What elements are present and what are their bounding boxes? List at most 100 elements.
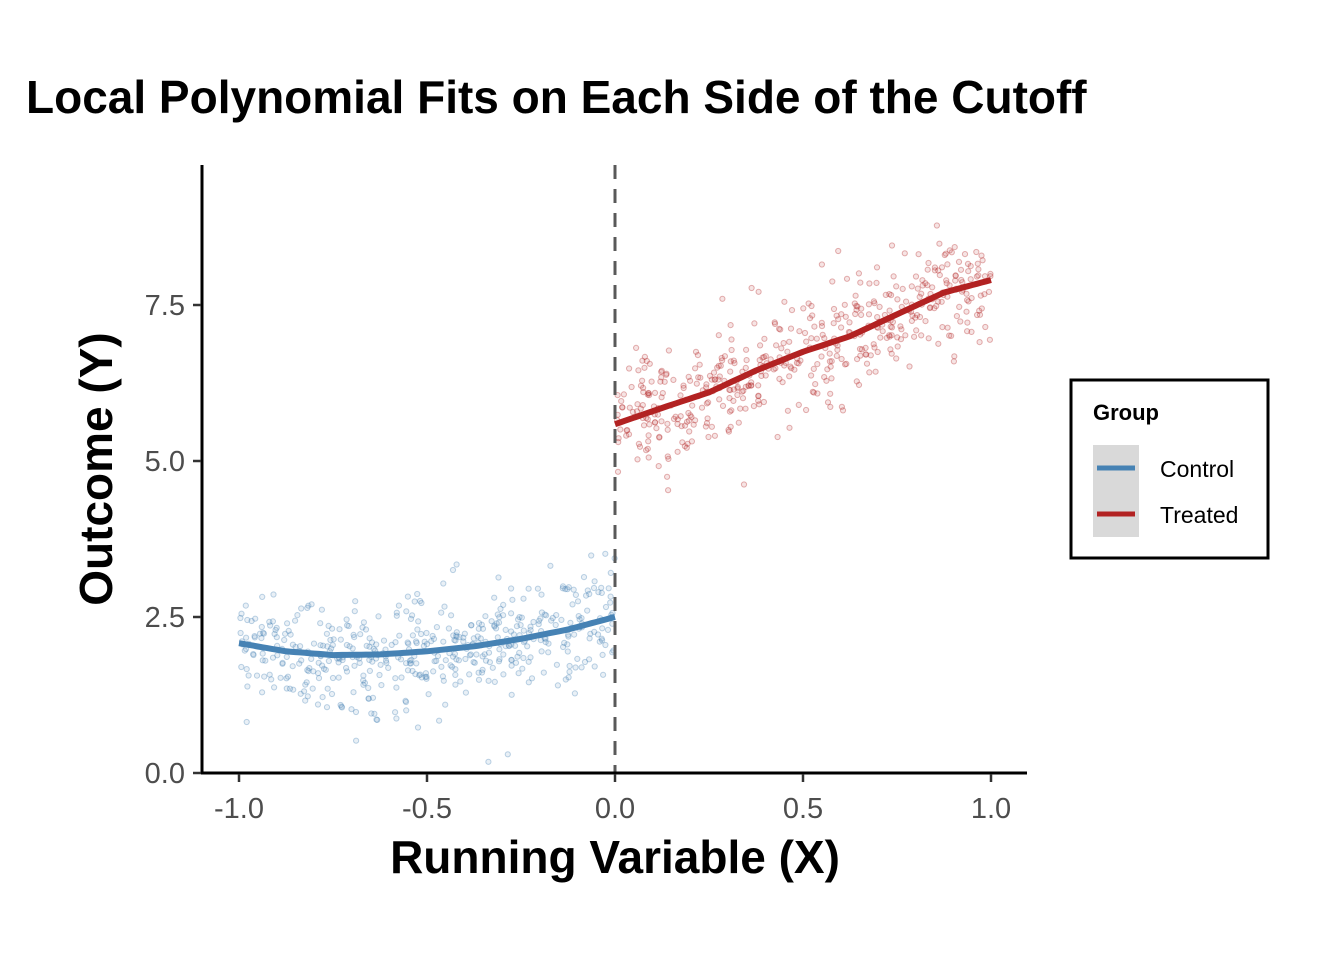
data-point	[243, 718, 250, 726]
data-point	[862, 351, 869, 358]
data-point	[742, 405, 749, 412]
data-point	[607, 599, 614, 606]
data-point	[369, 694, 377, 701]
data-point	[912, 273, 920, 280]
data-point	[495, 574, 502, 581]
data-point	[927, 304, 934, 311]
data-point	[730, 397, 737, 404]
data-point	[512, 642, 519, 649]
data-point	[559, 583, 567, 590]
data-point	[846, 319, 853, 326]
data-point	[919, 282, 926, 289]
data-point	[287, 631, 294, 638]
data-point	[365, 695, 372, 702]
data-point	[793, 359, 801, 366]
data-point	[337, 636, 344, 643]
data-point	[266, 671, 273, 678]
data-point	[620, 391, 628, 398]
data-point	[274, 652, 281, 659]
data-point	[645, 390, 652, 397]
data-point	[951, 244, 958, 251]
data-point	[873, 264, 881, 271]
data-point	[475, 669, 482, 676]
data-point	[366, 656, 373, 664]
data-point	[360, 672, 367, 679]
data-point	[890, 273, 897, 280]
data-point	[716, 396, 723, 403]
data-point	[500, 612, 507, 619]
data-point	[931, 264, 939, 271]
data-point	[751, 320, 758, 327]
data-point	[818, 353, 825, 360]
data-point	[756, 401, 763, 408]
data-point	[866, 369, 873, 376]
data-point	[670, 376, 677, 383]
data-point	[351, 608, 358, 615]
data-point	[655, 463, 662, 470]
data-point	[241, 647, 248, 654]
data-point	[808, 302, 815, 310]
data-point	[975, 272, 982, 279]
data-point	[619, 404, 626, 411]
data-point	[727, 387, 734, 394]
data-point	[607, 569, 614, 577]
data-point	[914, 312, 921, 319]
data-point	[774, 433, 781, 441]
data-point	[760, 354, 768, 361]
data-point	[368, 710, 375, 717]
data-point	[270, 591, 277, 598]
data-point	[963, 290, 970, 297]
data-point	[328, 645, 335, 652]
data-point	[791, 366, 798, 373]
data-point	[336, 626, 343, 633]
data-point	[935, 340, 942, 347]
data-point	[393, 715, 400, 722]
data-point	[809, 388, 816, 395]
data-point	[429, 632, 436, 640]
y-ticks: 0.0 2.5 5.0 7.5	[145, 290, 201, 790]
data-point	[755, 288, 762, 295]
data-point	[853, 378, 860, 385]
data-point	[685, 373, 692, 380]
data-point	[406, 657, 414, 664]
data-point	[496, 614, 503, 621]
data-point	[559, 585, 566, 592]
data-point	[237, 629, 244, 637]
data-point	[415, 618, 422, 625]
data-point	[872, 368, 879, 375]
data-point	[520, 595, 527, 602]
data-point	[852, 292, 859, 299]
data-point	[858, 305, 865, 312]
data-point	[664, 473, 671, 480]
data-point	[534, 585, 542, 592]
data-point	[778, 345, 785, 352]
data-point	[973, 273, 981, 280]
data-point	[714, 364, 721, 371]
data-point	[659, 390, 666, 397]
data-point	[564, 648, 571, 655]
data-point	[329, 674, 337, 682]
data-point	[362, 626, 370, 633]
data-point	[377, 661, 384, 668]
data-point	[950, 358, 958, 365]
data-point	[576, 616, 583, 623]
data-point	[933, 302, 940, 310]
data-point	[897, 336, 905, 343]
data-point	[979, 257, 986, 264]
data-point	[728, 346, 735, 354]
data-point	[338, 703, 345, 710]
data-point	[369, 658, 376, 665]
data-point	[748, 284, 755, 292]
data-point	[680, 382, 687, 389]
data-point	[865, 301, 873, 308]
data-point	[965, 268, 972, 275]
data-point	[366, 635, 373, 642]
data-point	[433, 657, 440, 665]
data-point	[703, 400, 711, 407]
data-point	[727, 322, 734, 329]
data-point	[944, 261, 951, 268]
data-point	[670, 415, 678, 422]
data-point	[474, 633, 481, 640]
data-point	[725, 428, 733, 435]
legend-label-control: Control	[1160, 456, 1234, 482]
